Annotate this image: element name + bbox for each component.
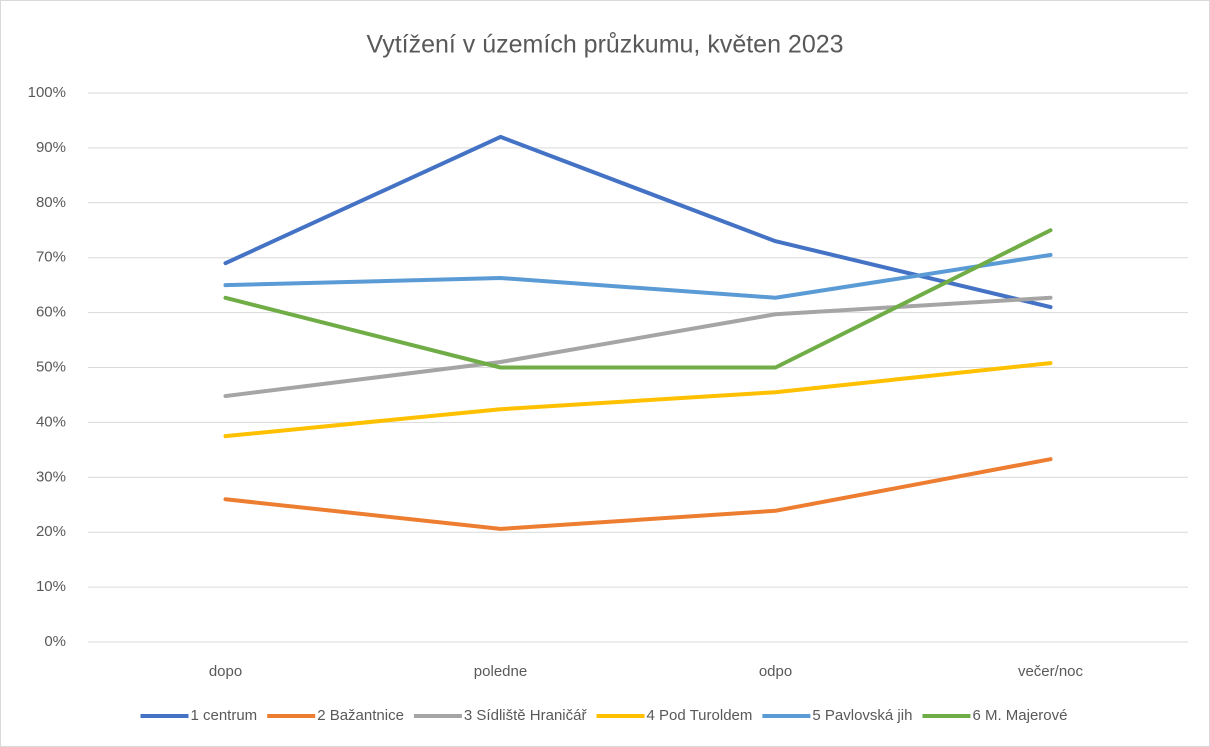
series-line — [223, 134, 1053, 310]
series-line — [223, 228, 1053, 370]
x-tick-label: odpo — [759, 663, 792, 680]
chart-title: Vytížení v územích průzkumu, květen 2023 — [366, 31, 843, 59]
y-tick-label: 40% — [36, 413, 66, 430]
x-tick-label: poledne — [474, 663, 527, 680]
y-tick-label: 100% — [28, 84, 66, 101]
series-line — [223, 361, 1053, 439]
x-tick-label: večer/noc — [1018, 663, 1084, 680]
y-tick-label: 60% — [36, 304, 66, 321]
series-line — [223, 457, 1053, 531]
legend-label: 3 Sídliště Hraničář — [464, 707, 588, 724]
y-tick-label: 90% — [36, 139, 66, 156]
series-line — [223, 295, 1053, 399]
series-line — [223, 252, 1053, 300]
legend-label: 4 Pod Turoldem — [646, 707, 752, 724]
y-tick-label: 10% — [36, 578, 66, 595]
y-tick-label: 20% — [36, 523, 66, 540]
y-tick-label: 70% — [36, 249, 66, 266]
y-tick-label: 80% — [36, 194, 66, 211]
legend-label: 6 M. Majerové — [972, 707, 1067, 724]
y-tick-label: 30% — [36, 468, 66, 485]
y-tick-label: 0% — [44, 633, 66, 650]
legend-label: 5 Pavlovská jih — [812, 707, 912, 724]
x-tick-label: dopo — [209, 663, 242, 680]
y-tick-label: 50% — [36, 358, 66, 375]
legend-label: 1 centrum — [190, 707, 257, 724]
legend-label: 2 Bažantnice — [317, 707, 404, 724]
